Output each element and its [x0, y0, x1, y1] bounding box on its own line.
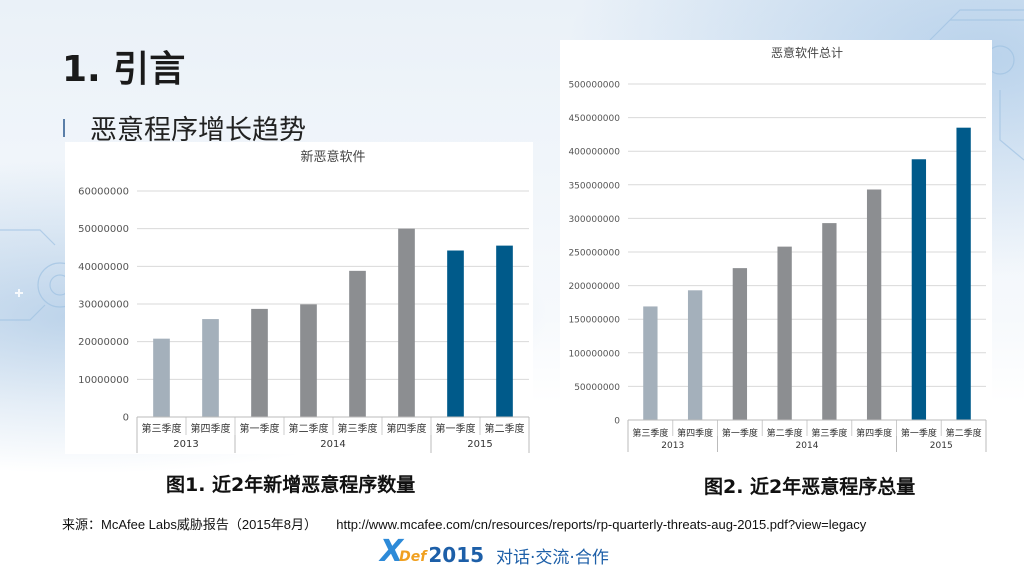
y-tick-label: 300000000: [568, 215, 620, 225]
bar: [643, 306, 658, 420]
bar: [732, 268, 748, 420]
x-category-label: 第四季度: [677, 427, 713, 439]
y-tick-label: 400000000: [568, 148, 620, 158]
x-category-label: 第一季度: [240, 422, 280, 435]
x-category-label: 第四季度: [387, 422, 427, 435]
y-tick-label: 10000000: [78, 375, 129, 386]
x-category-label: 第三季度: [142, 422, 182, 435]
y-tick-label: 500000000: [568, 81, 620, 91]
y-tick-label: 200000000: [568, 282, 620, 292]
slide-subtitle: 恶意程序增长趋势: [90, 115, 306, 146]
x-category-label: 第三季度: [632, 427, 668, 439]
x-group-label: 2014: [796, 441, 819, 451]
bar: [251, 308, 268, 417]
y-tick-label: 60000000: [78, 187, 129, 198]
x-category-label: 第四季度: [856, 427, 892, 439]
y-tick-label: 50000000: [574, 383, 620, 393]
x-category-label: 第三季度: [338, 422, 378, 435]
x-group-label: 2013: [173, 439, 198, 450]
total-malware-chart: 恶意软件总计 0 50000000 100000000 150000000 2000000…: [560, 40, 992, 454]
logo-def: Def: [399, 549, 427, 565]
chart-title: 新恶意软件: [300, 149, 365, 165]
x-category-label: 第二季度: [767, 427, 803, 439]
bar: [202, 319, 219, 417]
y-tick-label: 250000000: [568, 249, 620, 259]
x-category-label: 第一季度: [436, 422, 476, 435]
bar: [496, 245, 513, 417]
logo-mark: X: [380, 534, 404, 569]
x-group-label: 2015: [930, 441, 953, 451]
y-tick-label: 0: [123, 413, 129, 424]
y-tick-label: 20000000: [78, 337, 129, 348]
x-group-label: 2015: [467, 439, 492, 450]
bar: [447, 250, 464, 417]
bar: [349, 270, 366, 417]
source-note: 来源：McAfee Labs威胁报告（2015年8月） http://www.m…: [62, 514, 866, 533]
x-category-label: 第二季度: [946, 427, 982, 439]
y-tick-label: 450000000: [568, 114, 620, 124]
conference-logo: X Def 2015 对话·交流·合作: [380, 536, 609, 568]
source-url[interactable]: http://www.mcafee.com/cn/resources/repor…: [336, 517, 867, 532]
bar: [300, 304, 317, 417]
x-category-label: 第一季度: [901, 427, 937, 439]
x-category-label: 第四季度: [191, 422, 231, 435]
subtitle-bar: [63, 119, 65, 137]
y-tick-label: 0: [614, 417, 620, 427]
bar: [866, 189, 882, 420]
y-tick-label: 40000000: [78, 262, 129, 273]
x-category-label: 第三季度: [811, 427, 847, 439]
x-category-label: 第一季度: [722, 427, 758, 439]
x-group-label: 2013: [661, 441, 684, 451]
new-malware-chart: 新恶意软件 0 10000000 20000000 30000000 40000000 50…: [65, 142, 533, 454]
figure2-caption: 图2. 近2年恶意程序总量: [704, 476, 916, 498]
x-category-label: 第二季度: [485, 422, 525, 435]
y-tick-label: 350000000: [568, 181, 620, 191]
logo-year: 2015: [428, 543, 485, 567]
y-tick-label: 100000000: [568, 349, 620, 359]
logo-tagline: 对话·交流·合作: [496, 547, 609, 568]
bar: [911, 159, 927, 420]
source-label: 来源：McAfee Labs威胁报告（2015年8月）: [62, 517, 318, 532]
x-group-label: 2014: [320, 439, 345, 450]
bar: [687, 290, 703, 420]
slide-title: 1. 引言: [62, 49, 186, 90]
y-tick-label: 150000000: [568, 316, 620, 326]
bar: [398, 228, 415, 417]
bar: [777, 246, 792, 420]
chart-title: 恶意软件总计: [771, 45, 843, 60]
bar: [956, 127, 971, 421]
y-tick-label: 50000000: [78, 224, 129, 235]
x-category-label: 第二季度: [289, 422, 329, 435]
new-malware-chart-svg: 新恶意软件 0 10000000 20000000 30000000 40000000 50…: [78, 149, 530, 453]
y-tick-label: 30000000: [78, 300, 129, 311]
bar: [822, 223, 837, 420]
bar: [153, 338, 170, 417]
total-malware-chart-svg: 恶意软件总计 0 50000000 100000000 150000000 2000000…: [568, 45, 987, 452]
figure1-caption: 图1. 近2年新增恶意程序数量: [166, 474, 416, 496]
